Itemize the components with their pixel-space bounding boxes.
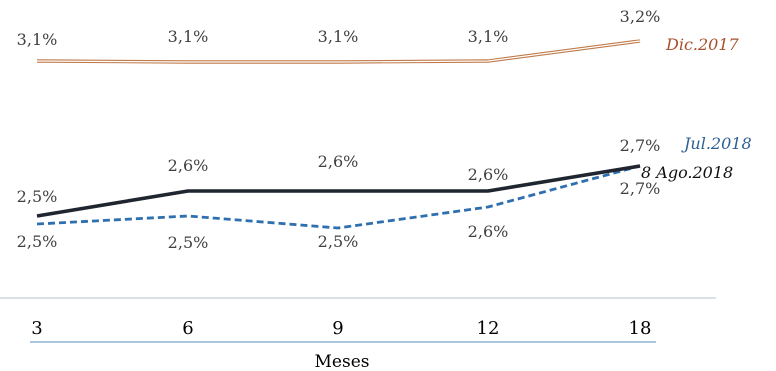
series-line-jul2018 <box>36 164 641 230</box>
x-tick-6: 6 <box>182 318 193 339</box>
data-label-s2-p3: 2,6% <box>468 165 509 184</box>
data-label-s0-p3: 3,1% <box>468 27 509 46</box>
data-label-s0-p0: 3,1% <box>17 30 58 49</box>
x-tick-9: 9 <box>332 318 343 339</box>
data-labels-layer: 3,1% 3,1% 3,1% 3,1% 3,2% 2,5% 2,5% 2,5% 2,6% 2,7%… <box>17 7 661 252</box>
series-name-jul2018: Jul.2018 <box>681 134 752 153</box>
data-label-s2-p2: 2,6% <box>318 152 359 171</box>
series-line-dic2017-inner <box>36 40 641 63</box>
x-tick-18: 18 <box>629 318 652 339</box>
series-line-ago2018 <box>36 164 641 218</box>
data-label-s0-p1: 3,1% <box>168 27 209 46</box>
x-tick-12: 12 <box>477 318 500 339</box>
data-label-s2-p1: 2,6% <box>168 156 209 175</box>
series-layer <box>36 39 641 230</box>
data-label-s1-p0: 2,5% <box>17 232 58 251</box>
data-label-s1-p2: 2,5% <box>318 232 359 251</box>
x-axis-label: Meses <box>315 352 370 371</box>
data-label-s1-p1: 2,5% <box>168 233 209 252</box>
data-label-s0-p4: 3,2% <box>620 7 661 26</box>
series-name-ago2018: 8 Ago.2018 <box>641 163 733 182</box>
series-name-dic2017: Dic.2017 <box>665 35 740 54</box>
data-label-s2-p4: 2,7% <box>620 179 661 198</box>
data-label-s1-p4: 2,7% <box>620 136 661 155</box>
data-label-s0-p2: 3,1% <box>318 27 359 46</box>
data-label-s2-p0: 2,5% <box>17 187 58 206</box>
x-tick-labels: 3 6 9 12 18 <box>31 318 651 339</box>
data-label-s1-p3: 2,6% <box>468 222 509 241</box>
x-tick-3: 3 <box>31 318 42 339</box>
